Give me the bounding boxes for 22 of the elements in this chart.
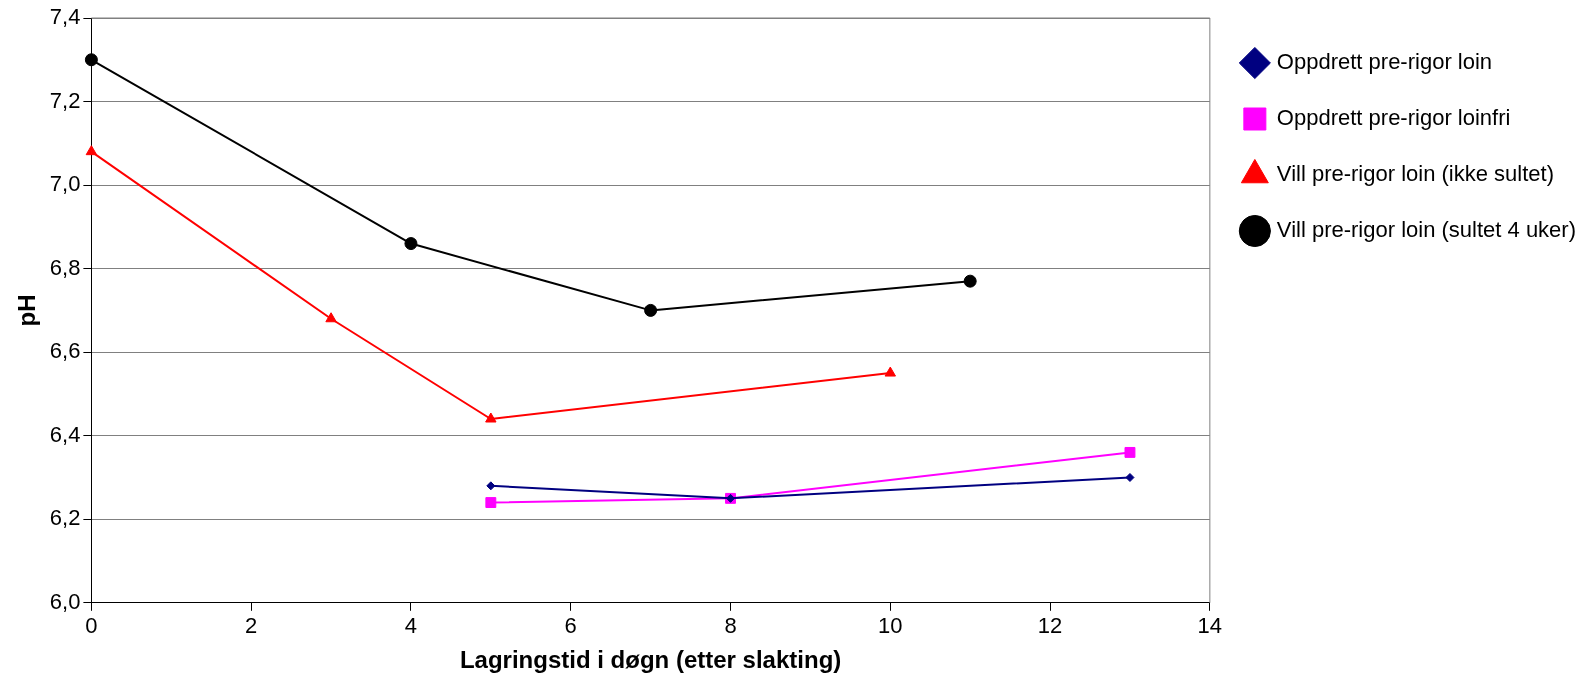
y-axis-title: pH (13, 294, 41, 327)
y-tick-label: 6,8 (49, 254, 81, 280)
y-tick-label: 7,4 (49, 4, 81, 30)
legend-label: Vill pre-rigor loin (ikke sultet) (1276, 161, 1554, 187)
x-tick-label: 10 (878, 613, 903, 639)
x-tick-label: 4 (404, 613, 418, 639)
legend-label: Oppdrett pre-rigor loin (1276, 49, 1493, 75)
x-tick-label: 12 (1037, 613, 1063, 639)
y-tick-label: 6,6 (49, 338, 81, 364)
y-tick-label: 6,2 (49, 505, 81, 531)
x-tick-label: 0 (85, 613, 98, 639)
y-tick-label: 7,0 (49, 171, 81, 197)
legend-label: Oppdrett pre-rigor loinfri (1276, 105, 1511, 131)
x-tick-label: 14 (1197, 613, 1223, 639)
x-tick-label: 6 (564, 613, 577, 639)
x-tick-label: 8 (724, 613, 737, 639)
y-tick-label: 7,2 (49, 87, 81, 113)
legend-label: Vill pre-rigor loin (sultet 4 uker) (1276, 217, 1577, 243)
y-tick-label: 6,0 (49, 588, 81, 614)
x-tick-label: 2 (245, 613, 258, 639)
y-tick-label: 6,4 (49, 421, 81, 447)
x-axis-title: Lagringstid i døgn (etter slakting) (459, 646, 842, 674)
